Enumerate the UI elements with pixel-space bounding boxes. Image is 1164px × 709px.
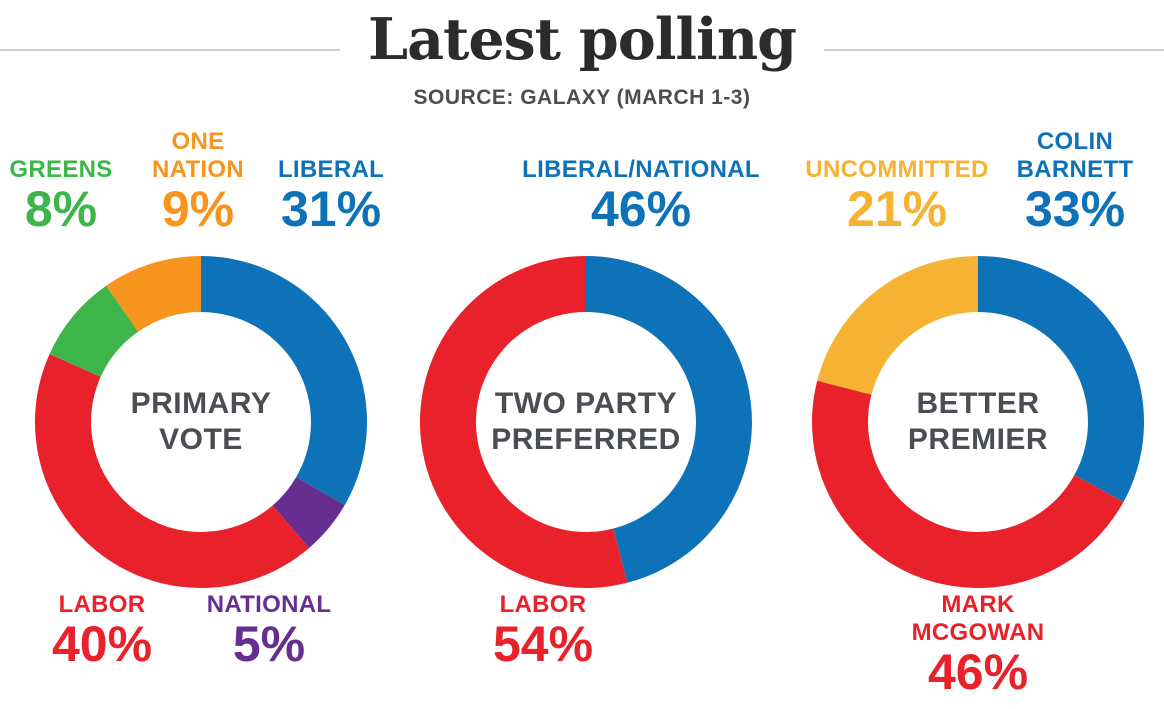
callout-label: UNCOMMITTED bbox=[805, 156, 989, 183]
callout-percent: 33% bbox=[1024, 181, 1126, 237]
callout-label: LABOR bbox=[499, 591, 587, 618]
callout-percent: 54% bbox=[492, 616, 594, 672]
donut-svg-better-premier bbox=[812, 256, 1144, 588]
callout-national: NATIONAL 5% bbox=[207, 591, 332, 669]
callout-greens: GREENS 8% bbox=[9, 156, 112, 234]
donut-svg-two-party-preferred bbox=[420, 256, 752, 588]
donut-segment-national bbox=[272, 477, 345, 548]
callout-one-nation: ONE NATION 9% bbox=[152, 128, 244, 234]
callout-percent: 5% bbox=[232, 616, 306, 672]
callout-percent: 46% bbox=[590, 181, 692, 237]
donut-segment-one-nation bbox=[106, 256, 201, 332]
donut-center-label: PRIMARY VOTE bbox=[130, 387, 272, 456]
donut-center-label: TWO PARTY PREFERRED bbox=[491, 387, 681, 456]
callout-liberal: LIBERAL 31% bbox=[278, 156, 384, 234]
donut-chart-better-premier: BETTER PREMIER bbox=[812, 256, 1144, 588]
callout-label: GREENS bbox=[9, 156, 113, 183]
donut-segment-uncommitted bbox=[817, 256, 978, 395]
donut-chart-two-party-preferred: TWO PARTY PREFERRED bbox=[420, 256, 752, 588]
callout-label: COLIN BARNETT bbox=[1016, 128, 1134, 183]
donut-segment-liberal bbox=[201, 256, 367, 505]
callout-label: NATIONAL bbox=[206, 591, 332, 618]
callout-label: MARK MCGOWAN bbox=[911, 591, 1045, 646]
donut-segment-greens bbox=[49, 285, 139, 377]
donut-segment-liberal-national bbox=[586, 256, 752, 583]
title-divider-left bbox=[0, 49, 340, 51]
donut-segment-mark-mcgowan bbox=[812, 380, 1124, 588]
donut-segment-labor bbox=[420, 256, 628, 588]
callout-labor-primary: LABOR 40% bbox=[52, 591, 152, 669]
callout-percent: 9% bbox=[161, 181, 235, 237]
donut-center-label: BETTER PREMIER bbox=[907, 387, 1049, 456]
donut-segment-labor bbox=[35, 353, 310, 588]
donut-segment-colin-barnett bbox=[978, 256, 1144, 502]
callout-label: LIBERAL/NATIONAL bbox=[522, 156, 760, 183]
callout-label: LABOR bbox=[58, 591, 146, 618]
callout-percent: 31% bbox=[280, 181, 382, 237]
donut-chart-primary-vote: PRIMARY VOTE bbox=[35, 256, 367, 588]
callout-labor-tpp: LABOR 54% bbox=[493, 591, 593, 669]
source-caption: SOURCE: GALAXY (MARCH 1-3) bbox=[413, 86, 751, 109]
callout-percent: 21% bbox=[846, 181, 948, 237]
page-title: Latest polling bbox=[367, 6, 797, 73]
callout-percent: 40% bbox=[51, 616, 153, 672]
callout-label: ONE NATION bbox=[151, 128, 245, 183]
title-divider-right bbox=[824, 49, 1164, 51]
callout-percent: 8% bbox=[24, 181, 98, 237]
callout-percent: 46% bbox=[927, 644, 1029, 700]
callout-colin-barnett: COLIN BARNETT 33% bbox=[1017, 128, 1134, 234]
callout-mark-mcgowan: MARK MCGOWAN 46% bbox=[885, 591, 1071, 697]
callout-liberal-national: LIBERAL/NATIONAL 46% bbox=[522, 156, 760, 234]
donut-svg-primary-vote bbox=[35, 256, 367, 588]
callout-uncommitted: UNCOMMITTED 21% bbox=[805, 156, 988, 234]
callout-label: LIBERAL bbox=[277, 156, 385, 183]
